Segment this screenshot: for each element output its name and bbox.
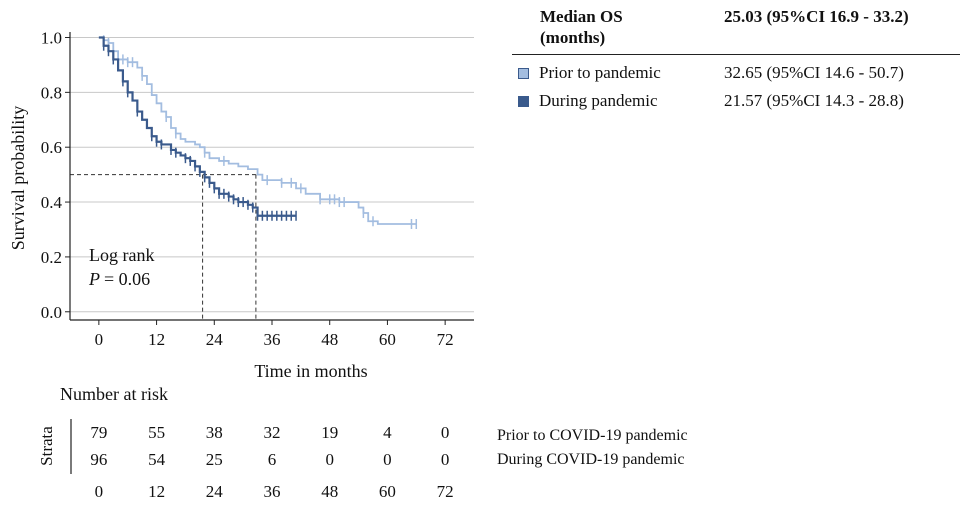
- risk-count-cell: 96: [90, 450, 107, 469]
- risk-count-cell: 6: [268, 450, 277, 469]
- risk-count-cell: 0: [441, 450, 450, 469]
- y-tick-label: 1.0: [41, 28, 62, 47]
- legend-header-label: Median OS (months): [512, 6, 712, 48]
- legend-header-value: 25.03 (95%CI 16.9 - 33.2): [724, 7, 909, 26]
- x-axis-label: Time in months: [254, 361, 367, 381]
- risk-count-cell: 55: [148, 423, 165, 442]
- risk-row-labels: Prior to COVID-19 pandemic During COVID-…: [497, 424, 688, 472]
- x-tick-label: 12: [148, 330, 165, 349]
- risk-table: Number at risk Strata 79 55 38 32 19 4 0 96 54 25…: [37, 384, 454, 501]
- logrank-label: Log rank: [89, 245, 154, 265]
- legend-header-line2: (months): [540, 28, 606, 47]
- risk-count-cell: 0: [441, 423, 450, 442]
- y-tick-label: 0.4: [41, 193, 63, 212]
- risk-count-cell: 0: [383, 450, 392, 469]
- risk-count-cell: 19: [321, 423, 338, 442]
- legend-header-line1: Median OS: [540, 7, 623, 26]
- legend-header-row: Median OS (months) 25.03 (95%CI 16.9 - 33…: [512, 6, 960, 55]
- x-tick-label: 60: [379, 330, 396, 349]
- legend-row-during: During pandemic 21.57 (95%CI 14.3 - 28.8…: [512, 87, 960, 115]
- x-tick-label: 0: [95, 330, 104, 349]
- curve-prior-pandemic: [98, 36, 417, 225]
- legend-swatch-prior: [518, 67, 529, 79]
- curve-during-pandemic: [98, 36, 297, 217]
- p-label: P: [88, 269, 100, 289]
- x-tick-label: 24: [206, 330, 224, 349]
- risk-count-cell: 25: [206, 450, 223, 469]
- risk-time-label: 60: [379, 482, 396, 501]
- risk-count-cell: 54: [148, 450, 166, 469]
- risk-count-cell: 79: [90, 423, 107, 442]
- y-axis-label: Survival probability: [8, 106, 28, 250]
- x-tick-label: 48: [321, 330, 338, 349]
- risk-count-cell: 32: [264, 423, 281, 442]
- x-tick-label: 36: [264, 330, 281, 349]
- risk-time-label: 72: [437, 482, 454, 501]
- risk-time-label: 12: [148, 482, 165, 501]
- risk-row-label-prior: Prior to COVID-19 pandemic: [497, 427, 688, 444]
- strata-label: Strata: [37, 426, 56, 466]
- risk-count-cell: 38: [206, 423, 223, 442]
- y-tick-label: 0.0: [41, 303, 62, 322]
- legend-value-during: 21.57 (95%CI 14.3 - 28.8): [724, 91, 904, 110]
- y-tick-label: 0.6: [41, 138, 62, 157]
- risk-table-title: Number at risk: [60, 384, 168, 404]
- y-tick-label: 0.8: [41, 83, 62, 102]
- p-value: = 0.06: [104, 269, 150, 289]
- risk-count-cell: 0: [325, 450, 334, 469]
- x-tick-label: 72: [437, 330, 454, 349]
- legend-label-during: During pandemic: [539, 91, 658, 110]
- p-value-annotation: P = 0.06: [88, 269, 150, 289]
- risk-table-cells: 79 55 38 32 19 4 096 54 25 6 0 0 00 12 24 36 48 60 72: [90, 423, 453, 501]
- axes: 0.0 0.2 0.4 0.6 0.8 1.0 0 12 24 36 48 60 72: [41, 28, 474, 349]
- legend-label-prior: Prior to pandemic: [539, 63, 661, 82]
- median-os-legend-table: Median OS (months) 25.03 (95%CI 16.9 - 33…: [512, 6, 960, 115]
- y-tick-label: 0.2: [41, 248, 62, 267]
- legend-row-prior: Prior to pandemic 32.65 (95%CI 14.6 - 50…: [512, 59, 960, 87]
- legend-swatch-during: [518, 95, 529, 107]
- risk-time-label: 24: [206, 482, 224, 501]
- gridlines: [70, 36, 474, 313]
- survival-curves: [98, 35, 418, 229]
- risk-time-label: 0: [95, 482, 104, 501]
- risk-row-label-during: During COVID-19 pandemic: [497, 451, 685, 468]
- median-reference-lines: [70, 174, 257, 320]
- risk-time-label: 36: [264, 482, 281, 501]
- legend-value-prior: 32.65 (95%CI 14.6 - 50.7): [724, 63, 904, 82]
- risk-count-cell: 4: [383, 423, 392, 442]
- risk-time-label: 48: [321, 482, 338, 501]
